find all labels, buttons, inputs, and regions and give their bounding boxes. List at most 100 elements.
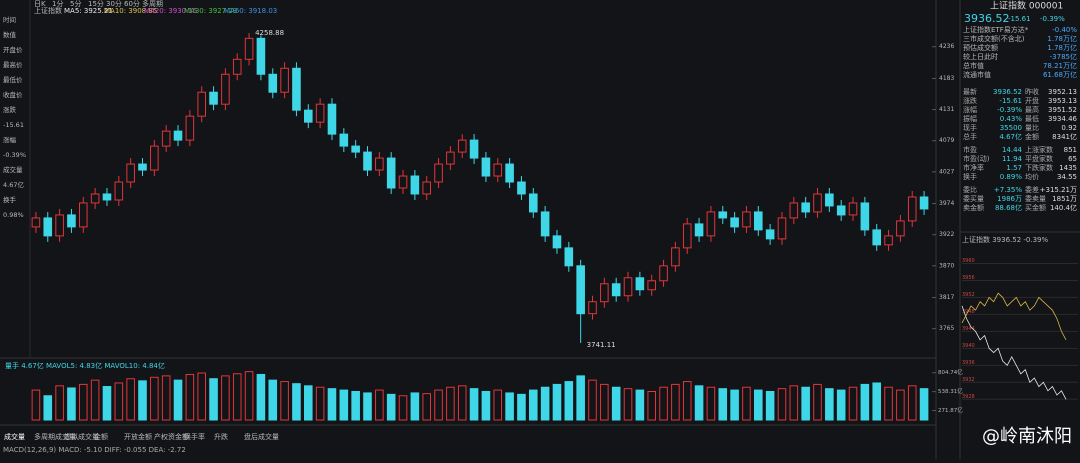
candle-body xyxy=(706,211,716,237)
candle-body xyxy=(872,229,882,246)
y-tick-label: 4131 xyxy=(939,106,954,113)
y-tick-label: 3922 xyxy=(939,231,954,238)
mini-tick-label: 3932 xyxy=(962,377,975,383)
volume-bar xyxy=(919,388,929,421)
quote-cell: 0.89% xyxy=(1000,173,1023,181)
candle-body xyxy=(481,157,491,177)
candle-body xyxy=(600,283,609,303)
volume-bar xyxy=(671,383,680,421)
candle-body xyxy=(327,103,337,135)
volume-bar xyxy=(363,392,372,421)
quote-cell: 下跌家数 xyxy=(1025,163,1053,172)
candle-body xyxy=(304,109,313,123)
candle-body xyxy=(173,130,183,141)
toolbar-tab[interactable]: 多周期 xyxy=(142,0,163,8)
quote-cell: 买金额 xyxy=(1025,203,1046,212)
sidebar-label: 数值 xyxy=(3,30,17,39)
macd-line: MACD(12,26,9) MACD: -5.10 DIFF: -0.055 D… xyxy=(3,446,186,454)
candle-body xyxy=(43,217,53,237)
quote-cell: 88.68亿 xyxy=(995,203,1022,212)
legend-item: MA10: 3908.85 xyxy=(104,7,157,15)
bottom-tab[interactable]: 盘后成交量 xyxy=(244,432,279,441)
quote-cell: 14.44 xyxy=(1002,146,1023,154)
bottom-tab[interactable]: 金额 xyxy=(94,432,108,441)
bottom-tab[interactable]: 开放金额 xyxy=(124,432,152,441)
panel-price: 3936.52 xyxy=(964,12,1010,25)
candle-body xyxy=(209,91,218,105)
volume-bar xyxy=(635,389,645,421)
y-tick-label: 4079 xyxy=(939,137,954,144)
volume-bar xyxy=(256,373,266,421)
bottom-tab[interactable]: 虚拟成交量 xyxy=(64,432,99,441)
volume-bar xyxy=(860,383,870,421)
volume-tick-label: 538.31亿 xyxy=(938,387,963,395)
quote-cell: 3936.52 xyxy=(993,88,1022,96)
candle-body xyxy=(765,229,775,240)
volume-bar xyxy=(777,388,787,421)
volume-bar xyxy=(339,389,349,421)
candle-body xyxy=(836,205,846,216)
volume-bar xyxy=(114,382,124,421)
quote-cell: 金额 xyxy=(1025,132,1039,141)
quote-cell: 委卖量 xyxy=(1025,194,1046,203)
bottom-tab[interactable]: 产权资金额 xyxy=(154,432,189,441)
candle-body xyxy=(682,223,692,249)
legend-item: MA30: 3927.29 xyxy=(184,7,237,15)
volume-bar xyxy=(150,376,159,421)
y-tick-label: 3817 xyxy=(939,294,954,301)
volume-bar xyxy=(564,381,574,421)
bottom-tab[interactable]: 换手率 xyxy=(184,432,205,441)
info-value: 1.78万亿 xyxy=(1047,34,1077,43)
volume-bar xyxy=(848,386,858,421)
sidebar-label: 成交量 xyxy=(3,165,23,174)
quote-cell: 最新 xyxy=(963,87,977,96)
candle-body xyxy=(718,211,728,219)
volume-tick-label: 271.87亿 xyxy=(938,406,963,414)
bottom-tab[interactable]: 成交量 xyxy=(4,432,25,441)
volume-bar xyxy=(611,386,621,421)
quote-cell: -15.61 xyxy=(999,97,1022,105)
info-value: -0.40% xyxy=(1052,26,1077,34)
volume-bar xyxy=(730,389,739,421)
y-tick-label: 4183 xyxy=(939,75,954,82)
quote-cell: 65 xyxy=(1068,155,1077,163)
quote-cell: 市净率 xyxy=(963,163,984,172)
bottom-tab[interactable]: 升跌 xyxy=(214,432,228,441)
bottom-tab[interactable]: 多周期成交量 xyxy=(34,432,76,441)
mini-tick-label: 3960 xyxy=(962,258,975,264)
toolbar-tab[interactable]: 日K xyxy=(34,0,46,8)
candle-body xyxy=(647,280,657,291)
candle-body xyxy=(339,133,349,147)
volume-header: 量手 4.67亿 MAVOL5: 4.83亿 MAVOL10: 4.84亿 xyxy=(5,361,165,370)
volume-bar xyxy=(481,391,491,421)
volume-bar xyxy=(706,386,716,421)
toolbar-tab[interactable]: 60分 xyxy=(124,0,140,8)
mini-tick-label: 3948 xyxy=(962,309,975,315)
volume-bar xyxy=(754,389,763,421)
volume-bar xyxy=(398,395,408,421)
toolbar-tab[interactable]: 1分 xyxy=(52,0,63,8)
candle-body xyxy=(268,73,278,93)
candle-body xyxy=(244,37,254,60)
volume-bar xyxy=(232,373,242,421)
volume-bar xyxy=(872,382,882,421)
sidebar-label: 最高价 xyxy=(3,60,23,69)
volume-bar xyxy=(434,389,443,421)
y-tick-label: 3870 xyxy=(939,262,954,269)
volume-bar xyxy=(552,383,562,421)
quote-cell: 换手 xyxy=(963,172,977,181)
toolbar-tab[interactable]: 15分 xyxy=(88,0,104,8)
quote-cell: 现手 xyxy=(963,123,977,132)
quote-cell: 市盈 xyxy=(963,145,977,154)
quote-cell: 涨幅 xyxy=(963,105,977,114)
quote-cell: 4.67亿 xyxy=(999,132,1022,141)
candle-body xyxy=(848,202,858,216)
quote-cell: 平盘家数 xyxy=(1025,154,1053,163)
info-label: 总市值 xyxy=(963,61,984,70)
toolbar-tab[interactable]: 30分 xyxy=(106,0,122,8)
volume-bar xyxy=(304,385,313,421)
volume-bar xyxy=(825,388,834,421)
candle-body xyxy=(907,196,917,222)
sidebar-label: 收盘价 xyxy=(3,90,23,99)
toolbar-tab[interactable]: 5分 xyxy=(70,0,81,8)
